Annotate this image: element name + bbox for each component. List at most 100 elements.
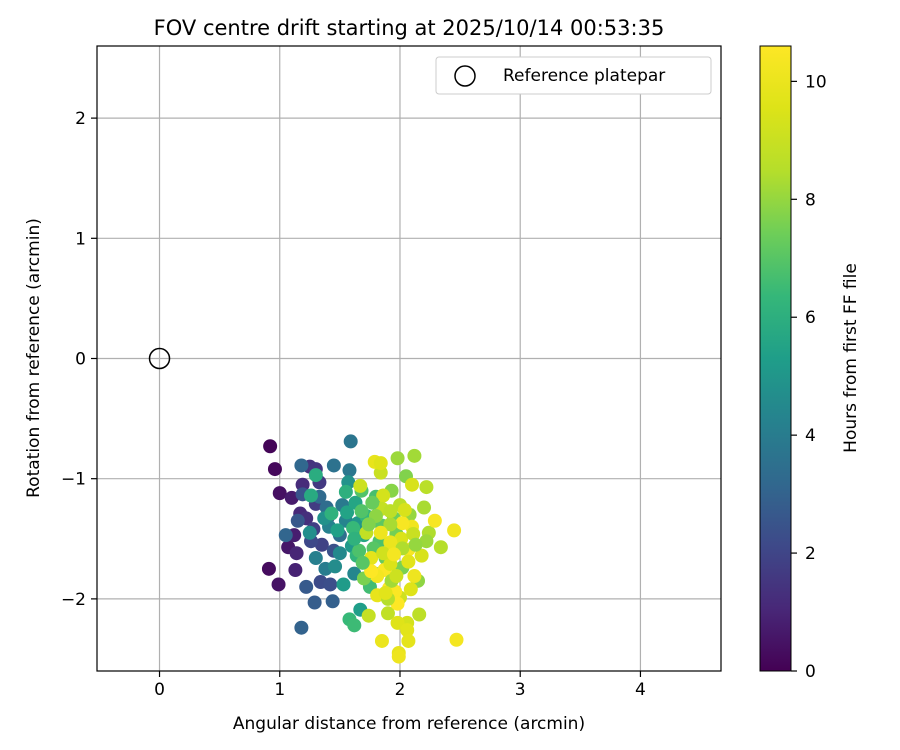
scatter-point: [308, 551, 323, 566]
scatter-point: [447, 523, 462, 538]
scatter-point: [401, 554, 416, 569]
colorbar-gradient: [759, 45, 792, 672]
y-axis-label: Rotation from reference (arcmin): [24, 218, 44, 498]
colorbar-tick-label: 8: [805, 190, 816, 210]
scatter-point: [403, 582, 418, 597]
x-tick-label: 2: [395, 680, 406, 700]
scatter-point: [324, 506, 339, 521]
scatter-point: [307, 595, 322, 610]
scatter-point: [376, 488, 391, 503]
scatter-point: [340, 505, 355, 520]
scatter-point: [373, 465, 388, 480]
scatter-point: [390, 451, 405, 466]
scatter-point: [401, 633, 416, 648]
x-axis: 0 1 2 3 4: [154, 671, 646, 700]
x-tick-label: 4: [635, 680, 646, 700]
scatter-point: [400, 623, 415, 638]
scatter-point: [323, 577, 338, 592]
scatter-point: [374, 633, 389, 648]
scatter-point: [336, 577, 351, 592]
colorbar-tick-label: 6: [805, 308, 816, 328]
colorbar-ticks: 0 2 4 6 8 10: [791, 72, 827, 682]
scatter-point: [361, 608, 376, 623]
scatter-point: [347, 531, 362, 546]
reference-platepar-marker: [148, 347, 171, 370]
scatter-point: [314, 537, 329, 552]
y-tick-label: −2: [61, 590, 86, 610]
scatter-points: [261, 434, 464, 664]
scatter-point: [405, 477, 420, 492]
grid: [97, 46, 721, 671]
colorbar-tick-label: 10: [805, 72, 827, 92]
scatter-point: [419, 534, 434, 549]
scatter-point: [386, 547, 401, 562]
scatter-point: [288, 563, 303, 578]
scatter-point: [361, 517, 376, 532]
scatter-point: [383, 517, 398, 532]
scatter-point: [414, 548, 429, 563]
scatter-point: [412, 607, 427, 622]
scatter-point: [433, 540, 448, 555]
scatter-point: [395, 516, 410, 531]
scatter-point: [267, 462, 282, 477]
scatter-point: [328, 559, 343, 574]
scatter-point: [373, 456, 388, 471]
scatter-point: [407, 448, 422, 463]
colorbar-tick-label: 4: [805, 426, 816, 446]
scatter-point: [373, 525, 388, 540]
scatter-point: [346, 520, 361, 535]
scatter-point: [449, 632, 464, 647]
scatter-point: [330, 523, 345, 538]
scatter-point: [272, 486, 287, 501]
scatter-point: [389, 569, 404, 584]
colorbar-label: Hours from first FF file: [841, 263, 861, 453]
scatter-point: [427, 513, 442, 528]
scatter-point: [376, 546, 391, 561]
scatter-point: [271, 577, 286, 592]
scatter-point: [284, 490, 299, 505]
legend: Reference platepar: [435, 56, 712, 95]
scatter-point: [290, 513, 305, 528]
scatter-point: [408, 537, 423, 552]
scatter-point: [326, 458, 341, 473]
plot-frame: [96, 45, 722, 672]
scatter-point: [289, 546, 304, 561]
scatter-point: [295, 477, 310, 492]
scatter-point: [304, 488, 319, 503]
scatter-point: [299, 579, 314, 594]
legend-entry-label: Reference platepar: [503, 66, 665, 86]
scatter-point: [406, 526, 421, 541]
scatter-point: [383, 535, 398, 550]
scatter-point: [338, 484, 353, 499]
scatter-point: [325, 594, 340, 609]
scatter-point: [383, 504, 398, 519]
y-tick-label: −1: [61, 470, 86, 490]
scatter-point: [352, 543, 367, 558]
legend-box: [435, 56, 712, 95]
colorbar-tick-label: 2: [805, 544, 816, 564]
scatter-point: [354, 504, 369, 519]
scatter-point: [342, 463, 357, 478]
x-axis-label: Angular distance from reference (arcmin): [233, 714, 585, 734]
chart-title: FOV centre drift starting at 2025/10/14 …: [154, 16, 665, 40]
scatter-point: [332, 546, 347, 561]
scatter-point: [397, 502, 412, 517]
scatter-point: [294, 620, 309, 635]
y-tick-label: 1: [75, 229, 86, 249]
colorbar: 0 2 4 6 8 10 Hours from first FF file: [759, 45, 861, 682]
scatter-point: [390, 615, 405, 630]
scatter-point: [417, 500, 432, 515]
scatter-point: [378, 585, 393, 600]
scatter-point: [343, 434, 358, 449]
scatter-point: [261, 561, 276, 576]
x-tick-label: 3: [515, 680, 526, 700]
scatter-point: [308, 468, 323, 483]
y-tick-label: 2: [75, 109, 86, 129]
scatter-point: [294, 458, 309, 473]
colorbar-tick-label: 0: [805, 662, 816, 682]
scatter-point: [419, 480, 434, 495]
scatter-point: [355, 555, 370, 570]
y-tick-label: 0: [75, 350, 86, 370]
scatter-point: [407, 569, 422, 584]
legend-open-circle-icon: [454, 65, 476, 87]
